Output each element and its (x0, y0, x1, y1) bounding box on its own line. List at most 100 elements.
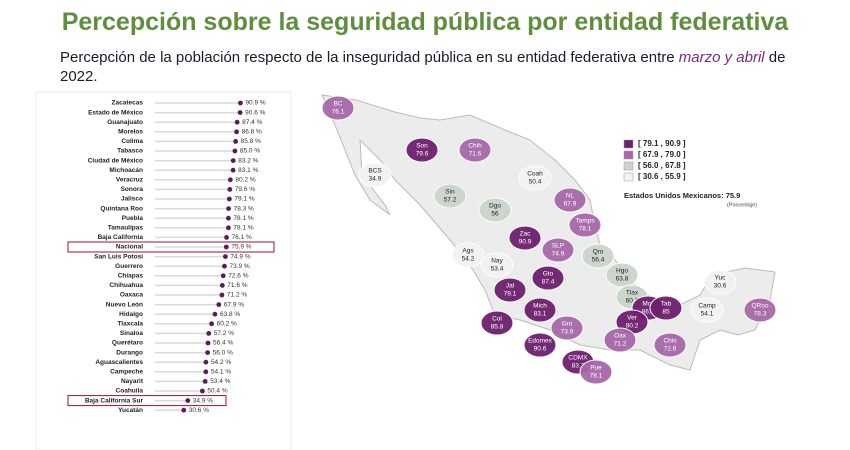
category-label: Ciudad de México (88, 157, 143, 164)
state (743, 297, 777, 323)
category-label: Puebla (122, 215, 144, 222)
value-label: 79.6 % (235, 186, 255, 193)
state (478, 197, 512, 223)
value-label: 76.1 % (232, 234, 252, 241)
state-value: 72.6 (664, 346, 677, 353)
category-label: Quintana Roo (100, 205, 143, 212)
value-label: 78.1 % (233, 225, 253, 232)
state-value: 56.4 (592, 257, 605, 264)
category-label: Querétaro (112, 340, 143, 347)
state (523, 297, 557, 323)
category-label: Coahuila (116, 388, 144, 395)
dot (238, 100, 243, 106)
state-value: 76.1 (332, 109, 345, 116)
category-label: Tabasco (117, 148, 143, 155)
value-label: 86.8 % (242, 129, 262, 136)
state (405, 137, 439, 163)
dot (226, 206, 232, 212)
category-label: Michoacán (109, 167, 143, 174)
state-abbr: Hgo (616, 268, 628, 275)
state-abbr: Tlax (626, 290, 639, 297)
category-label: Guanajuato (107, 119, 143, 126)
legend-swatch (623, 139, 634, 149)
state (541, 237, 575, 263)
state-value: 34.9 (369, 176, 382, 183)
title: Percepción sobre la seguridad pública po… (61, 8, 789, 36)
state (603, 327, 637, 353)
state (358, 162, 392, 188)
state-value: 79.6 (416, 151, 429, 158)
category-label: Durango (116, 349, 143, 356)
value-label: 67.9 % (224, 301, 244, 308)
state (480, 310, 514, 336)
category-label: Nacional (116, 244, 143, 251)
state (493, 277, 527, 303)
value-label: 72.6 % (228, 273, 248, 280)
value-label: 53.4 % (210, 378, 230, 385)
state (605, 262, 639, 288)
dot (227, 187, 233, 192)
state-value: 85 (662, 309, 670, 316)
state-abbr: Nay (491, 258, 503, 265)
legend-swatch (623, 150, 634, 160)
state-abbr: Gto (543, 271, 554, 278)
state-value: 78.1 (579, 226, 592, 233)
legend-label: [ 67.9 , 79.0 ] (638, 150, 686, 159)
state (508, 225, 542, 251)
value-label: 73.9 % (229, 263, 249, 270)
state-abbr: NL (566, 193, 575, 200)
state-value: 50.4 (529, 179, 542, 186)
panel (35, 91, 292, 450)
dot (227, 177, 233, 183)
dot (222, 263, 227, 269)
value-label: 78.1 % (233, 215, 253, 222)
category-label: Estado de México (88, 109, 143, 116)
value-label: 60.2 % (217, 321, 237, 328)
state-abbr: Yuc (715, 275, 727, 282)
dot (205, 340, 211, 346)
highlight-box (67, 241, 275, 253)
category-label: Baja California (97, 234, 143, 241)
state (518, 165, 552, 191)
state-value: 71.6 (469, 151, 482, 158)
category-label: Campeche (110, 369, 143, 376)
subtitle-emphasis: marzo y abril (678, 49, 765, 66)
category-label: Chiapas (118, 273, 144, 280)
state-value: 80.2 (626, 323, 639, 330)
dot (230, 158, 236, 164)
state-value: 87.4 (542, 279, 555, 286)
state-abbr: Dgo (489, 203, 501, 210)
dot (226, 225, 231, 231)
state-value: 67.9 (564, 201, 577, 208)
category-label: Sonora (121, 186, 144, 193)
value-label: 75.9 % (231, 244, 251, 251)
state (433, 183, 467, 209)
value-label: 80.2 % (235, 177, 255, 184)
state-abbr: Gro (562, 321, 573, 328)
value-label: 54.1 % (211, 369, 231, 376)
dot (232, 148, 238, 154)
value-label: 78.3 % (234, 205, 254, 212)
value-label: 56.0 % (213, 349, 233, 356)
state-value: 83.2 (572, 363, 585, 370)
state (451, 242, 485, 268)
category-label: Tlaxcala (117, 321, 143, 328)
state-value: 63.8 (616, 276, 629, 283)
national-note: Estados Unidos Mexicanos: 75.9 (624, 191, 740, 200)
state-value: 56 (491, 211, 499, 218)
dot (226, 215, 231, 221)
dot (223, 254, 228, 259)
dot (181, 407, 187, 413)
dot (237, 110, 243, 115)
dot (234, 129, 239, 135)
state-value: 30.6 (714, 283, 727, 290)
dot (219, 292, 225, 298)
legend-swatch (623, 172, 634, 182)
category-label: Sinaloa (120, 330, 144, 337)
unit-note: (Porcentaje) (727, 202, 757, 208)
dot (185, 398, 191, 403)
subtitle: Percepción de la población respecto de l… (60, 48, 790, 86)
dot (209, 321, 214, 327)
dot (203, 359, 209, 365)
